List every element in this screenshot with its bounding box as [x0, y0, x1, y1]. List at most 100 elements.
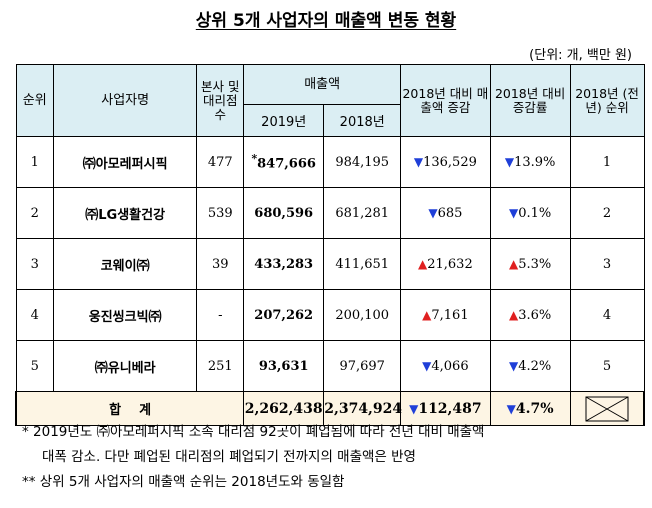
- total-change: ▼112,487: [400, 391, 491, 426]
- rate-value: 3.6%: [518, 307, 552, 323]
- down-triangle-icon: ▼: [413, 154, 424, 169]
- cross-out-icon: [585, 396, 629, 421]
- up-triangle-icon: ▲: [508, 307, 519, 322]
- sales-2019-value: 847,666: [257, 156, 316, 172]
- header-sales-2019: 2019년: [243, 104, 325, 137]
- header-sales-change: 2018년 대비 매출액 증감: [400, 64, 491, 137]
- rate-value: 5.3%: [518, 256, 552, 272]
- prev-rank-cell: 1: [569, 136, 645, 188]
- rank-cell: 4: [15, 289, 54, 341]
- rate-cell: ▼13.9%: [489, 136, 571, 188]
- footnote-1: * 2019년도 ㈜아모레퍼시픽 소속 대리점 92곳이 폐업됨에 따라 전년 …: [22, 424, 485, 440]
- down-triangle-icon: ▼: [508, 205, 519, 220]
- change-cell: ▼136,529: [400, 136, 491, 188]
- rank-cell: 1: [15, 136, 54, 188]
- header-rank: 순위: [15, 64, 54, 137]
- total-prev-rank-cell: [569, 391, 645, 426]
- up-triangle-icon: ▲: [422, 307, 432, 322]
- total-label: 합 계: [15, 391, 245, 426]
- change-cell: ▼4,066: [400, 340, 491, 392]
- offices-cell: 477: [196, 136, 245, 188]
- rank-cell: 2: [15, 187, 54, 239]
- down-triangle-icon: ▼: [428, 205, 438, 220]
- sales-2018-cell: 681,281: [323, 187, 402, 239]
- down-triangle-icon: ▼: [422, 358, 432, 373]
- table-row: 2 ㈜LG생활건강 539 680,596 681,281 ▼685 ▼0.1%…: [15, 187, 645, 239]
- down-triangle-icon: ▼: [504, 154, 515, 169]
- footnote-mark: *: [251, 152, 258, 166]
- sales-2018-cell: 97,697: [323, 340, 402, 392]
- down-triangle-icon: ▼: [506, 401, 516, 416]
- up-triangle-icon: ▲: [508, 256, 519, 271]
- sales-2019-cell: 93,631: [243, 340, 325, 392]
- change-cell: ▼685: [400, 187, 491, 239]
- total-change-value: 112,487: [418, 400, 482, 417]
- unit-label: (단위: 개, 백만 원): [529, 48, 632, 63]
- total-sales-2019: 2,262,438: [243, 391, 325, 426]
- down-triangle-icon: ▼: [508, 358, 519, 373]
- prev-rank-cell: 2: [569, 187, 645, 239]
- total-row: 합 계 2,262,438 2,374,924 ▼112,487 ▼4.7%: [15, 391, 645, 426]
- rank-cell: 5: [15, 340, 54, 392]
- rate-value: 13.9%: [514, 154, 556, 170]
- change-cell: ▲7,161: [400, 289, 491, 341]
- total-sales-2018: 2,374,924: [323, 391, 402, 426]
- footnote-1-cont: 대폭 감소. 다만 폐업된 대리점의 폐업되기 전까지의 매출액은 반영: [42, 449, 416, 465]
- change-value: 4,066: [431, 358, 469, 374]
- header-offices-text: 본사 및 대리점 수: [201, 78, 240, 122]
- down-triangle-icon: ▼: [409, 401, 419, 416]
- total-rate-value: 4.7%: [515, 400, 554, 417]
- company-cell: 웅진씽크빅㈜: [52, 289, 198, 341]
- company-cell: ㈜아모레퍼시픽: [52, 136, 198, 188]
- rate-value: 0.1%: [518, 205, 552, 221]
- prev-rank-cell: 3: [569, 238, 645, 290]
- change-value: 21,632: [427, 256, 473, 272]
- company-cell: ㈜유니베라: [52, 340, 198, 392]
- title-text: 상위 5개 사업자의 매출액 변동 현황: [195, 11, 457, 31]
- rate-cell: ▼0.1%: [489, 187, 571, 239]
- prev-rank-cell: 5: [569, 340, 645, 392]
- header-offices: 본사 및 대리점 수: [196, 64, 245, 137]
- table-row: 1 ㈜아모레퍼시픽 477 *847,666 984,195 ▼136,529 …: [15, 136, 645, 188]
- prev-rank-cell: 4: [569, 289, 645, 341]
- header-sales-2018: 2018년: [323, 104, 402, 137]
- offices-cell: 251: [196, 340, 245, 392]
- footnote-2: ** 상위 5개 사업자의 매출액 순위는 2018년도와 동일함: [22, 474, 345, 490]
- rate-cell: ▼4.2%: [489, 340, 571, 392]
- page-title: 상위 5개 사업자의 매출액 변동 현황: [0, 6, 652, 31]
- header-prev-rank: 2018년 (전년) 순위: [569, 64, 645, 137]
- sales-table: 순위 사업자명 본사 및 대리점 수 매출액 2018년 대비 매출액 증감 2…: [15, 64, 645, 426]
- sales-2018-cell: 200,100: [323, 289, 402, 341]
- sales-2019-cell: 433,283: [243, 238, 325, 290]
- header-row-1: 순위 사업자명 본사 및 대리점 수 매출액 2018년 대비 매출액 증감 2…: [15, 64, 645, 137]
- rate-cell: ▲5.3%: [489, 238, 571, 290]
- up-triangle-icon: ▲: [418, 256, 428, 271]
- table-row: 5 ㈜유니베라 251 93,631 97,697 ▼4,066 ▼4.2% 5: [15, 340, 645, 392]
- company-cell: 코웨이㈜: [52, 238, 198, 290]
- header-sales: 매출액: [243, 64, 402, 105]
- sales-2018-cell: 984,195: [323, 136, 402, 188]
- rate-value: 4.2%: [518, 358, 552, 374]
- sales-2018-cell: 411,651: [323, 238, 402, 290]
- change-value: 7,161: [431, 307, 469, 323]
- sales-2019-cell: 680,596: [243, 187, 325, 239]
- company-cell: ㈜LG생활건강: [52, 187, 198, 239]
- header-company: 사업자명: [52, 64, 198, 137]
- change-cell: ▲21,632: [400, 238, 491, 290]
- offices-cell: 39: [196, 238, 245, 290]
- total-rate: ▼4.7%: [489, 391, 571, 426]
- change-value: 136,529: [423, 154, 477, 170]
- footnotes: * 2019년도 ㈜아모레퍼시픽 소속 대리점 92곳이 폐업됨에 따라 전년 …: [22, 420, 642, 495]
- sales-2019-cell: *847,666: [243, 136, 325, 188]
- sales-2019-cell: 207,262: [243, 289, 325, 341]
- change-value: 685: [437, 205, 463, 221]
- rate-cell: ▲3.6%: [489, 289, 571, 341]
- rank-cell: 3: [15, 238, 54, 290]
- offices-cell: -: [196, 289, 245, 341]
- offices-cell: 539: [196, 187, 245, 239]
- table-row: 3 코웨이㈜ 39 433,283 411,651 ▲21,632 ▲5.3% …: [15, 238, 645, 290]
- header-change-rate: 2018년 대비 증감률: [489, 64, 571, 137]
- header-row-2: 2019년 2018년: [16, 104, 644, 137]
- table-row: 4 웅진씽크빅㈜ - 207,262 200,100 ▲7,161 ▲3.6% …: [15, 289, 645, 341]
